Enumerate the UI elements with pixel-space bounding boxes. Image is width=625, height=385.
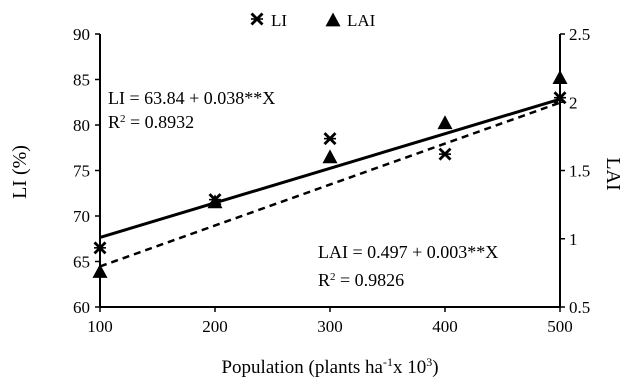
li-r2-prefix: R <box>108 112 120 132</box>
legend-lai-label: LAI <box>347 11 376 30</box>
x-axis-label: Population (plants ha-1x 103) <box>221 355 438 378</box>
li-data-point <box>553 91 567 105</box>
lai-data-point <box>437 115 453 130</box>
lai-r2-prefix: R <box>318 270 330 290</box>
legend-li-label: LI <box>271 11 287 30</box>
y-right-tick-label: 1 <box>569 230 578 249</box>
x-tick-label: 300 <box>317 317 343 336</box>
y-right-tick-label: 2 <box>569 93 578 112</box>
legend-li-symbol <box>250 12 264 26</box>
ticks-group: 100 200 300 400 500 60 65 70 75 80 85 90 0.5 1 1.5 2 2.5 <box>73 25 590 336</box>
li-r2-sup: 2 <box>120 113 126 125</box>
legend-li-marker <box>250 12 264 26</box>
li-data-point <box>323 132 337 146</box>
y-left-tick-label: 80 <box>73 116 90 135</box>
y-axis-right-label: LAI <box>602 157 624 190</box>
lai-data-point <box>92 264 108 278</box>
li-data-point <box>93 241 107 255</box>
lai-equation: LAI = 0.497 + 0.003**X <box>318 242 498 262</box>
lai-r2-value: = 0.9826 <box>336 270 405 290</box>
lai-r2-sup: 2 <box>330 271 336 283</box>
regression-lines <box>99 97 561 268</box>
data-points <box>92 70 568 278</box>
li-equation: LI = 63.84 + 0.038**X <box>108 88 275 108</box>
lai-data-point <box>322 149 338 164</box>
li-r2-value: = 0.8932 <box>126 112 195 132</box>
li-r2: R2 = 0.8932 <box>108 112 194 132</box>
li-regression-line <box>99 97 561 239</box>
lai-data-point <box>207 194 223 209</box>
x-tick-label: 100 <box>87 317 113 336</box>
legend-lai-symbol <box>325 12 341 27</box>
li-data-point <box>438 147 452 161</box>
x-tick-label: 400 <box>432 317 458 336</box>
lai-r2: R2 = 0.9826 <box>318 270 404 290</box>
x-axis-label-end: ) <box>432 357 438 378</box>
lai-data-point <box>552 70 568 85</box>
y-left-tick-label: 70 <box>73 207 90 226</box>
legend-lai-marker <box>325 12 341 27</box>
x-axis-label-main: Population (plants ha <box>221 357 383 378</box>
y-left-tick-label: 65 <box>73 253 90 272</box>
x-tick-label: 200 <box>202 317 228 336</box>
y-left-tick-label: 75 <box>73 162 90 181</box>
axes-group <box>99 34 561 308</box>
legend: LI LAI <box>250 11 376 30</box>
lai-regression-line <box>99 101 561 268</box>
y-right-tick-label: 0.5 <box>569 298 590 317</box>
x-axis-label-sup1: -1 <box>383 355 393 369</box>
x-axis-label-mid: x 10 <box>393 357 426 378</box>
y-right-tick-label: 2.5 <box>569 25 590 44</box>
y-axis-left-label: LI (%) <box>9 145 31 199</box>
x-axis-label-sup2: 3 <box>426 355 432 369</box>
y-right-tick-label: 1.5 <box>569 162 590 181</box>
y-left-tick-label: 85 <box>73 71 90 90</box>
y-left-tick-label: 90 <box>73 25 90 44</box>
x-tick-label: 500 <box>547 317 573 336</box>
y-left-tick-label: 60 <box>73 298 90 317</box>
